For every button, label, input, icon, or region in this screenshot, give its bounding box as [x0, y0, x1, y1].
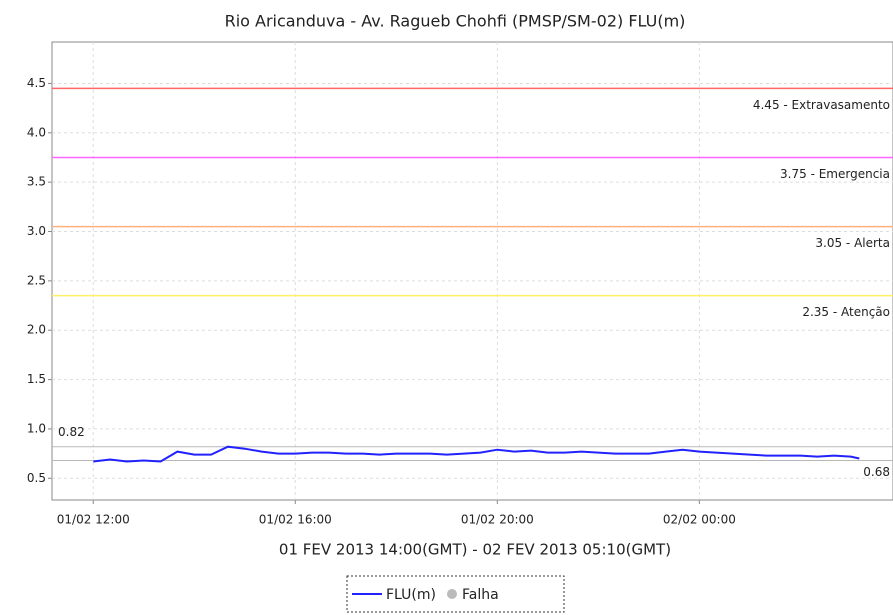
legend-swatch: [446, 589, 457, 599]
y-tick-label: 3.5: [27, 175, 46, 189]
plot-area: [51, 41, 893, 501]
threshold-label: 3.05 - Alerta: [815, 236, 890, 250]
data-line: [93, 445, 860, 463]
legend-label: FLU(m): [386, 587, 436, 603]
y-tick-label: 2.0: [27, 323, 46, 337]
y-tick-label: 2.5: [27, 273, 46, 287]
y-tick-label: 1.0: [27, 421, 46, 435]
threshold-label: 4.45 - Extravasamento: [753, 98, 890, 112]
x-tick-label: 01/02 12:00: [57, 513, 130, 527]
threshold-label: 3.75 - Emergencia: [780, 167, 890, 181]
x-tick-label: 01/02 20:00: [461, 513, 534, 527]
chart-title: Rio Aricanduva - Av. Ragueb Chohfi (PMSP…: [225, 12, 686, 31]
marker-label: 0.82: [58, 425, 85, 439]
x-tick-label: 02/02 00:00: [663, 513, 736, 527]
y-tick-label: 0.5: [27, 471, 46, 485]
legend-box: [346, 575, 565, 613]
x-axis-label: 01 FEV 2013 14:00(GMT) - 02 FEV 2013 05:…: [279, 541, 671, 559]
y-tick-label: 4.5: [27, 76, 46, 90]
legend-label: Falha: [462, 587, 499, 603]
x-tick-label: 01/02 16:00: [259, 513, 332, 527]
marker-label: 0.68: [863, 465, 890, 479]
y-tick-label: 3.0: [27, 224, 46, 238]
y-tick-label: 1.5: [27, 372, 46, 386]
threshold-label: 2.35 - Atenção: [802, 305, 890, 319]
y-tick-label: 4.0: [27, 125, 46, 139]
